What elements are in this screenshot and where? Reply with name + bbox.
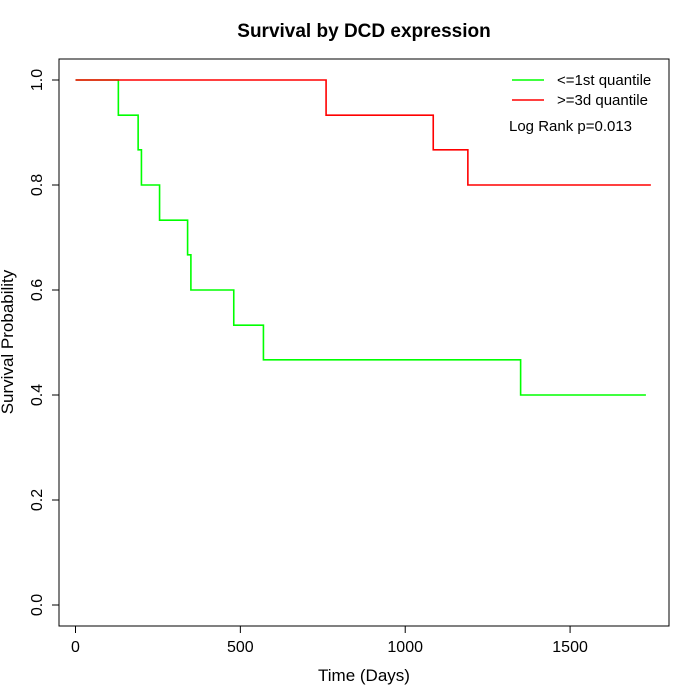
- x-tick-label: 0: [71, 639, 80, 656]
- km-curve-red: [75, 79, 651, 186]
- log-rank-annotation: Log Rank p=0.013: [509, 118, 632, 135]
- legend-label: >=3d quantile: [557, 92, 648, 109]
- legend: <=1st quantile >=3d quantile: [512, 72, 651, 109]
- x-tick-label: 1000: [387, 639, 423, 656]
- x-tick-label: 1500: [552, 639, 588, 656]
- y-tick-label: 0.8: [29, 174, 46, 196]
- y-tick-label: 0.0: [29, 594, 46, 616]
- series-layer: [75, 79, 651, 396]
- y-axis: 0.0 0.2 0.4 0.6 0.8 1.0: [29, 69, 60, 616]
- y-tick-label: 0.4: [29, 384, 46, 406]
- y-axis-label: Survival Probability: [0, 269, 17, 414]
- x-axis: 0 500 1000 1500: [71, 625, 588, 656]
- km-curve-green: [75, 79, 646, 396]
- chart-title: Survival by DCD expression: [237, 21, 490, 42]
- y-tick-label: 1.0: [29, 69, 46, 91]
- y-tick-label: 0.2: [29, 489, 46, 511]
- x-tick-label: 500: [227, 639, 254, 656]
- legend-label: <=1st quantile: [557, 72, 651, 89]
- plot-frame: [58, 58, 670, 627]
- y-tick-label: 0.6: [29, 279, 46, 301]
- x-axis-label: Time (Days): [318, 666, 410, 685]
